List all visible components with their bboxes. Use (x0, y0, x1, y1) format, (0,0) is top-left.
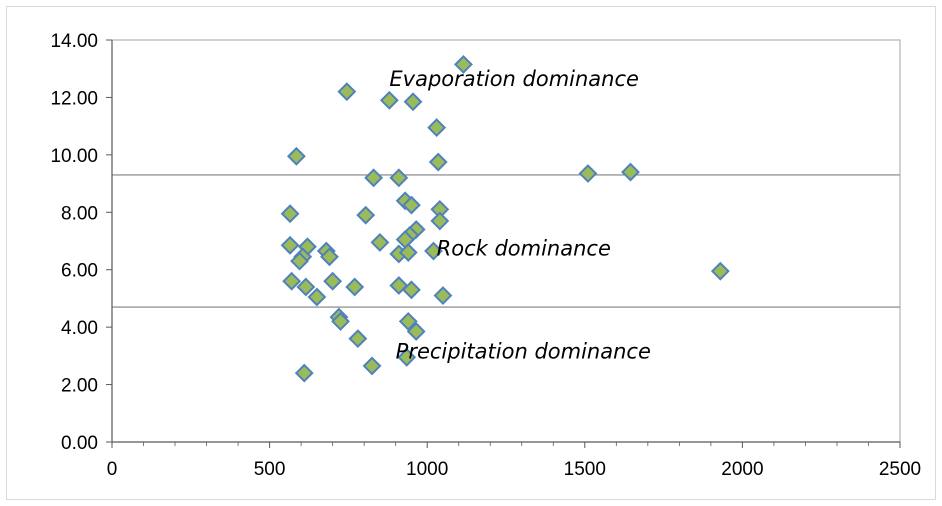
data-point (406, 322, 426, 341)
data-point (379, 90, 399, 110)
data-point (280, 204, 300, 224)
data-point (323, 271, 343, 291)
annotation-2: Rock dominance (437, 236, 611, 260)
x-tick-label: 500 (254, 459, 286, 480)
data-point (364, 168, 384, 188)
data-point (290, 251, 309, 271)
y-tick-label: 8.00 (61, 203, 98, 224)
y-tick-label: 4.00 (61, 318, 98, 339)
y-tick-label: 2.00 (61, 376, 98, 397)
tick-labels: 0.00 2.00 4.00 6.00 8.00 10.00 12.00 14.00 0 500 1… (50, 31, 921, 480)
y-tick-label: 14.00 (50, 31, 98, 52)
x-tick-label: 2500 (879, 459, 921, 480)
x-tick-label: 0 (107, 459, 118, 480)
data-point (282, 271, 302, 291)
x-tick-label: 1000 (406, 459, 448, 480)
data-point (403, 92, 423, 112)
data-point (286, 146, 306, 166)
data-point (337, 82, 357, 102)
x-tick-label: 2000 (721, 459, 763, 480)
data-point (424, 241, 443, 261)
data-point (296, 277, 316, 297)
axes (106, 39, 901, 448)
data-point (398, 311, 418, 331)
data-point (430, 211, 450, 231)
y-tick-label: 6.00 (61, 261, 98, 282)
data-point (433, 286, 453, 305)
data-point (307, 287, 327, 307)
data-point (294, 363, 314, 383)
data-point (402, 195, 421, 215)
data-point (370, 233, 390, 252)
data-point (710, 261, 730, 281)
annotation-1: Evaporation dominance (389, 67, 639, 91)
data-point (454, 54, 473, 74)
data-point (356, 205, 376, 225)
annotation-3: Precipitation dominance (396, 340, 651, 364)
data-point (331, 311, 350, 331)
data-point (348, 329, 368, 349)
data-points (280, 54, 730, 383)
annotations: Evaporation dominance Rock dominance Preci… (389, 67, 651, 364)
data-point (320, 247, 339, 267)
y-tick-label: 12.00 (50, 88, 98, 109)
chart-frame (6, 6, 936, 500)
reference-lines (112, 174, 900, 308)
data-point (428, 152, 448, 172)
y-tick-label: 10.00 (50, 146, 98, 167)
data-point (402, 280, 421, 300)
data-point (427, 118, 447, 137)
data-point (578, 164, 598, 183)
data-point (345, 277, 365, 297)
data-point (389, 168, 409, 188)
data-point (280, 235, 300, 255)
x-tick-label: 1500 (564, 459, 606, 480)
data-point (362, 356, 382, 376)
data-point (621, 162, 640, 182)
data-point (398, 243, 418, 262)
data-point (397, 347, 417, 367)
y-tick-label: 0.00 (61, 433, 98, 454)
